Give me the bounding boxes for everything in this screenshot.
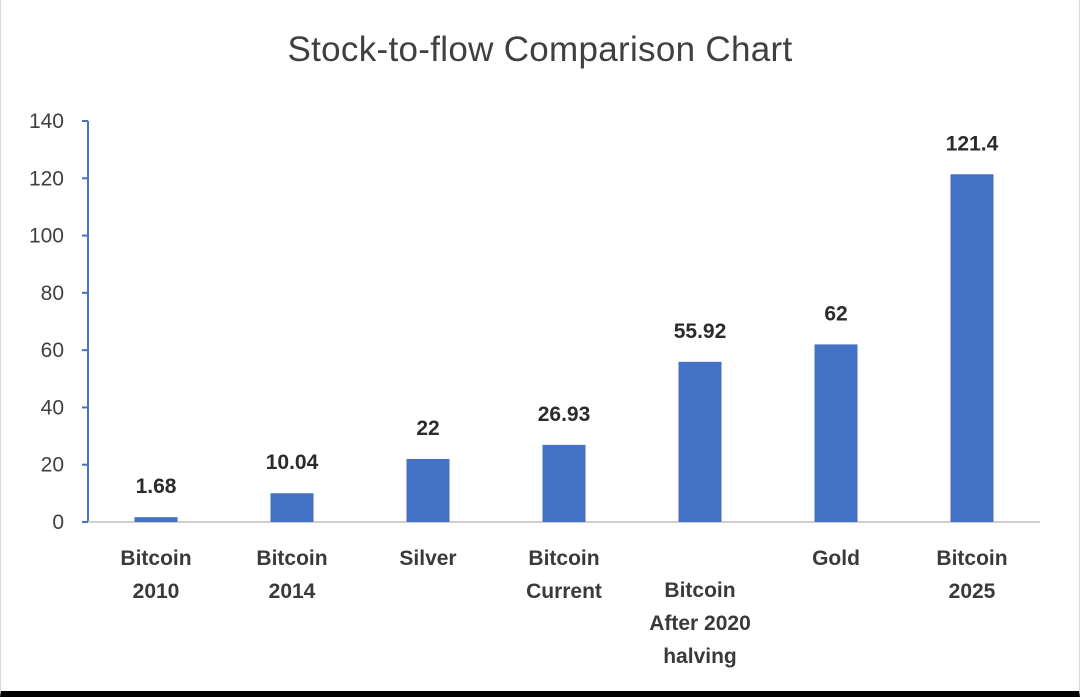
data-label: 62 <box>824 302 847 325</box>
category-labels: Bitcoin 2010 Bitcoin 2014 Silver Bitcoin Curre… <box>120 547 1007 668</box>
category-label: Bitcoin <box>528 547 599 570</box>
category-label: Gold <box>812 547 860 570</box>
category-label: Bitcoin <box>256 547 327 570</box>
category-label: Bitcoin <box>936 547 1007 570</box>
y-tick-label: 80 <box>41 282 64 305</box>
y-tick-label: 140 <box>29 110 64 133</box>
bar <box>270 493 314 522</box>
bar <box>406 458 450 522</box>
y-tick-label: 100 <box>29 225 64 248</box>
bar <box>950 174 994 523</box>
y-axis: 0 20 40 60 80 100 120 140 <box>29 110 89 534</box>
category-label: 2010 <box>133 580 180 603</box>
bar <box>134 517 178 522</box>
category-label: 2014 <box>269 580 316 603</box>
category-label: 2025 <box>949 580 996 603</box>
y-tick-label: 60 <box>41 339 64 362</box>
data-labels: 1.68 10.04 22 26.93 55.92 62 121.4 <box>136 132 999 498</box>
chart-title: Stock-to-flow Comparison Chart <box>287 30 793 69</box>
y-tick-label: 40 <box>41 396 64 419</box>
bar <box>814 344 858 522</box>
bar <box>678 361 722 522</box>
data-label: 10.04 <box>266 451 319 474</box>
data-label: 55.92 <box>674 320 727 343</box>
data-label: 121.4 <box>946 132 999 155</box>
data-label: 26.93 <box>538 403 591 426</box>
category-label: Bitcoin <box>664 579 735 602</box>
category-label: Silver <box>399 547 456 570</box>
data-label: 22 <box>416 417 439 440</box>
bars <box>134 174 994 523</box>
y-tick-label: 120 <box>29 167 64 190</box>
data-label: 1.68 <box>136 475 177 498</box>
category-label: halving <box>663 645 737 668</box>
category-label: After 2020 <box>649 612 751 635</box>
y-tick-label: 20 <box>41 454 64 477</box>
category-label: Current <box>526 580 602 603</box>
bar <box>542 444 586 522</box>
category-label: Bitcoin <box>120 547 191 570</box>
y-tick-label: 0 <box>52 511 64 534</box>
